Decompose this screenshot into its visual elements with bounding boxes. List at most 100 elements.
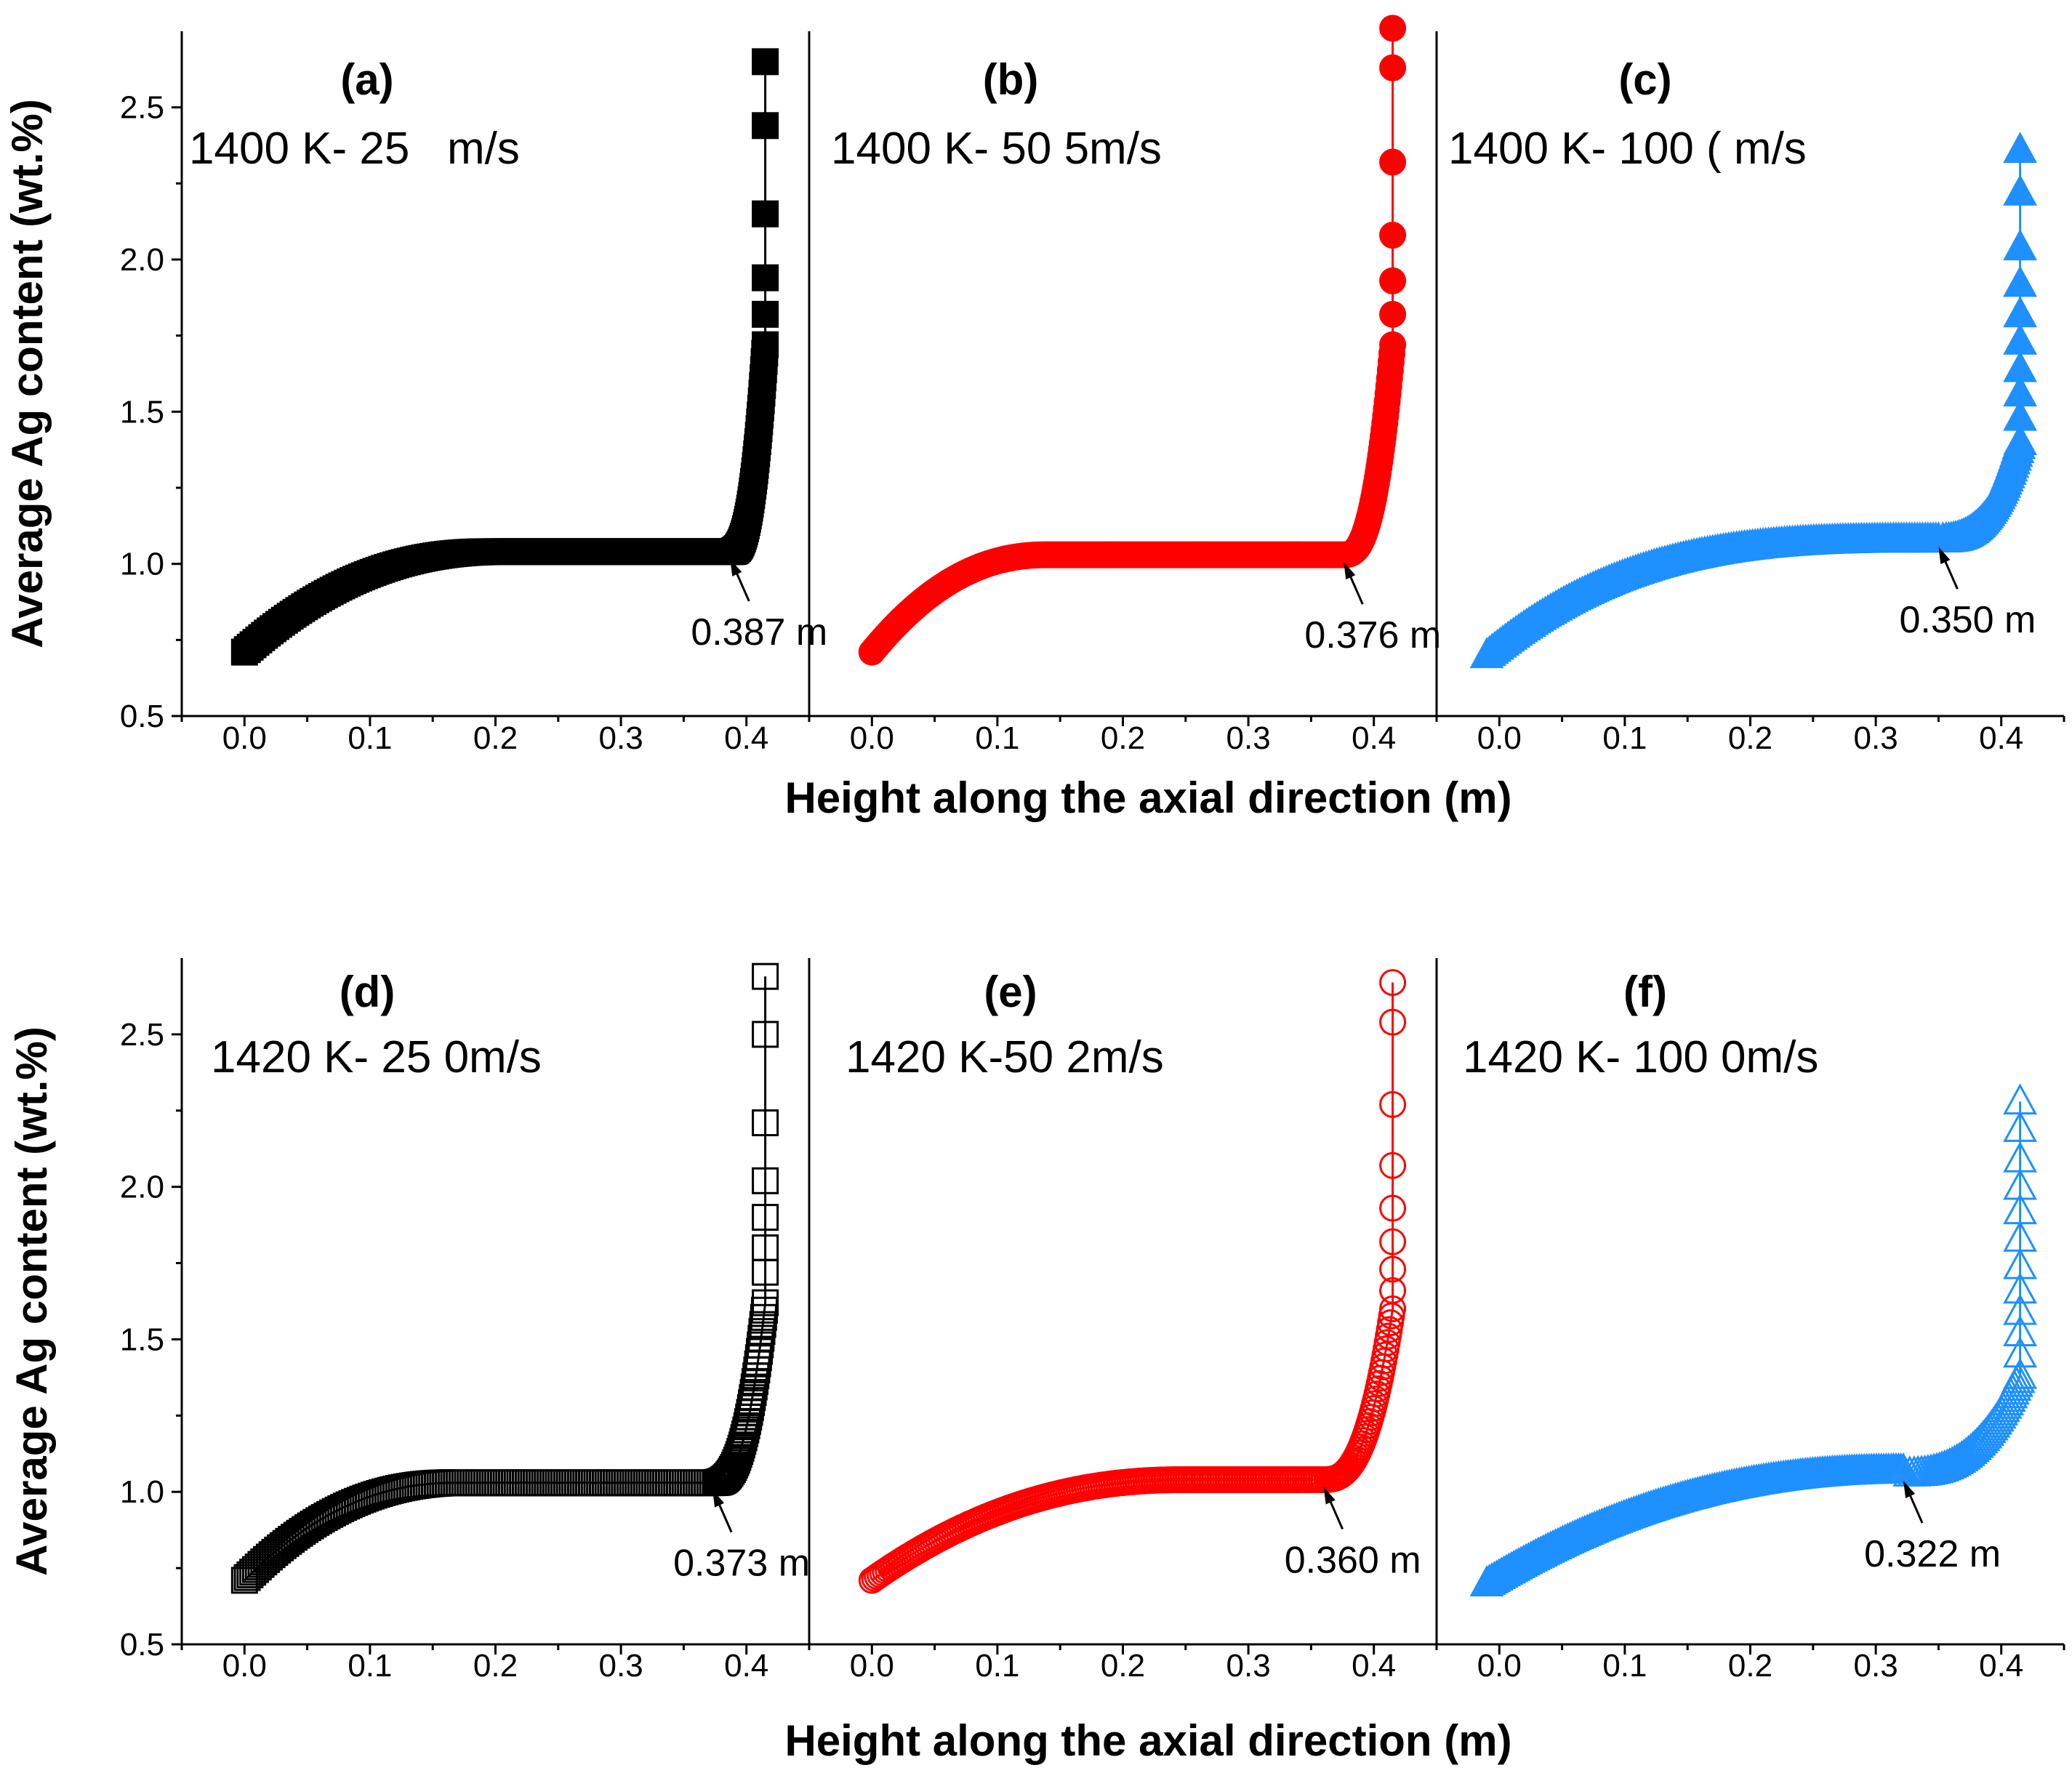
y-tick-label: 2.0 (120, 242, 164, 278)
x-tick-label: 0.1 (975, 1648, 1019, 1684)
data-point (1379, 1295, 1407, 1322)
x-tick-label: 0.0 (1477, 1648, 1522, 1684)
data-point (752, 331, 779, 358)
panel-condition: 1400 K- 100 ( m/s (1448, 124, 1807, 174)
y-tick-label: 0.5 (120, 1627, 164, 1663)
data-point (2003, 399, 2038, 431)
annotation-arrowhead (1344, 562, 1356, 580)
data-point (2003, 1336, 2038, 1368)
x-tick-label: 0.1 (1602, 720, 1647, 756)
y-tick-label: 1.5 (120, 1322, 164, 1357)
x-tick-label: 0.4 (1979, 1648, 2023, 1684)
x-axis-title: Height along the axial direction (m) (784, 773, 1511, 822)
panel-condition: 1420 K- 100 0m/s (1463, 1032, 1818, 1082)
data-point (2003, 1315, 2038, 1346)
data-point (2003, 424, 2038, 456)
x-tick-label: 0.4 (1979, 720, 2023, 756)
data-point (1379, 1090, 1407, 1118)
data-point (2003, 1193, 2038, 1225)
x-tick-label: 0.3 (1854, 1648, 1898, 1684)
panel-e (858, 969, 1407, 1594)
data-point (2003, 132, 2038, 164)
panel-letter: (b) (983, 55, 1039, 104)
x-tick-label: 0.2 (473, 1648, 518, 1684)
panel-condition: 1420 K- 25 0m/s (211, 1032, 542, 1082)
breakpoint-annotation: 0.350 m (1899, 599, 2036, 641)
x-tick-label: 0.0 (222, 1648, 267, 1684)
data-point (1379, 15, 1407, 42)
data-point (1379, 1151, 1407, 1179)
data-point (2003, 296, 2038, 328)
data-point (1379, 222, 1407, 249)
y-tick-label: 2.5 (120, 90, 164, 126)
x-tick-label: 0.4 (724, 720, 768, 756)
data-point (2003, 229, 2038, 261)
breakpoint-annotation: 0.373 m (673, 1543, 810, 1585)
data-point (1379, 1277, 1407, 1304)
data-point (752, 1289, 779, 1316)
x-tick-label: 0.2 (473, 720, 518, 756)
data-point (2003, 1247, 2038, 1279)
data-point (2003, 323, 2038, 355)
panel-letter: (a) (340, 55, 393, 104)
y-axis-title: Average Ag content (wt.%) (3, 99, 52, 648)
x-tick-label: 0.2 (1728, 720, 1772, 756)
data-point (752, 1234, 779, 1262)
x-tick-label: 0.0 (222, 720, 267, 756)
data-point (2003, 1083, 2038, 1115)
data-point (2003, 1110, 2038, 1142)
data-point (1379, 331, 1407, 358)
y-axis-title: Average Ag content (wt.%) (7, 1026, 56, 1576)
panel-c (1469, 132, 2038, 669)
y-tick-label: 2.5 (120, 1017, 164, 1053)
x-tick-label: 0.3 (1854, 720, 1898, 756)
data-point (2003, 350, 2038, 382)
breakpoint-annotation: 0.376 m (1304, 614, 1441, 656)
data-point (1379, 969, 1407, 997)
x-tick-label: 0.1 (1602, 1648, 1647, 1684)
y-tick-label: 1.5 (120, 394, 164, 430)
x-tick-label: 0.4 (724, 1648, 768, 1684)
data-point (1379, 1008, 1407, 1036)
text-layer: 0.5 1.0 1.5 2.0 2.5 0.0 0.1 0.2 0.3 0.4 0.0 0.1 0.2 0… (3, 55, 2036, 1765)
annotation-arrowhead (730, 558, 742, 576)
data-layer (230, 15, 2038, 1596)
panel-letter: (f) (1623, 968, 1667, 1016)
data-point (2003, 265, 2038, 297)
data-point (2003, 375, 2038, 407)
x-tick-label: 0.3 (599, 720, 643, 756)
x-tick-label: 0.2 (1101, 720, 1145, 756)
data-point (2003, 1221, 2038, 1252)
data-point (752, 1109, 779, 1137)
data-point (2003, 1168, 2038, 1200)
data-point (1379, 1255, 1407, 1283)
data-point (752, 1167, 779, 1194)
y-tick-label: 2.0 (120, 1170, 164, 1205)
series-line (1486, 150, 2022, 656)
data-point (752, 1204, 779, 1231)
breakpoint-annotation: 0.387 m (691, 611, 827, 654)
data-point (752, 962, 779, 990)
x-tick-label: 0.2 (1728, 1648, 1772, 1684)
x-tick-label: 0.1 (348, 1648, 392, 1684)
data-point (752, 48, 779, 76)
data-point (2003, 1293, 2038, 1325)
x-tick-label: 0.4 (1352, 720, 1396, 756)
panel-b (858, 15, 1407, 666)
x-tick-label: 0.1 (348, 720, 392, 756)
data-point (1379, 300, 1407, 328)
x-tick-label: 0.3 (1226, 1648, 1271, 1684)
x-tick-label: 0.2 (1101, 1648, 1145, 1684)
x-tick-label: 0.0 (1477, 720, 1522, 756)
series-line (1486, 1101, 2022, 1585)
data-point (1379, 267, 1407, 294)
panel-letter: (d) (340, 968, 395, 1016)
data-point (752, 112, 779, 140)
breakpoint-annotation: 0.322 m (1864, 1533, 2001, 1575)
panel-condition: 1420 K-50 2m/s (846, 1032, 1164, 1082)
panel-condition: 1400 K- 25 m/s (189, 124, 520, 174)
annotation-arrowhead (712, 1490, 725, 1508)
data-point (752, 264, 779, 292)
axes-frames (172, 31, 2065, 1655)
data-point (752, 200, 779, 228)
